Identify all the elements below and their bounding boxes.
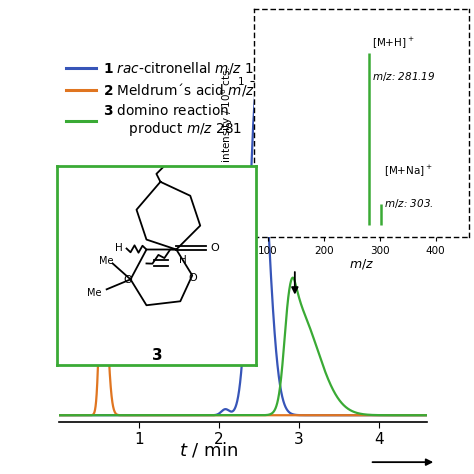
Text: [M+Na]$^+$: [M+Na]$^+$ xyxy=(384,163,433,178)
Text: H: H xyxy=(115,243,122,253)
Legend: $\mathbf{1}$ $\it{rac}$-citronellal $\it{m/z}$ 155, $\mathbf{2}$ Meldrum´s acid : $\mathbf{1}$ $\it{rac}$-citronellal $\it… xyxy=(66,60,284,138)
Y-axis label: MS intensity / $10^6$ cts.: MS intensity / $10^6$ cts. xyxy=(219,66,235,181)
Text: $m/z$: 303.: $m/z$: 303. xyxy=(384,197,434,210)
Text: $t$ / min: $t$ / min xyxy=(179,441,238,460)
Text: [M+H]$^+$: [M+H]$^+$ xyxy=(372,35,414,50)
Text: O: O xyxy=(189,273,198,283)
Text: Me: Me xyxy=(100,256,114,266)
Text: $m/z$: 281.19: $m/z$: 281.19 xyxy=(372,70,436,83)
Text: H: H xyxy=(180,255,187,265)
Text: O: O xyxy=(123,275,132,285)
Text: $\mathbf{3}$: $\mathbf{3}$ xyxy=(151,347,162,363)
X-axis label: $m/z$: $m/z$ xyxy=(349,257,374,272)
Text: O: O xyxy=(210,243,219,253)
Text: Me: Me xyxy=(88,288,102,298)
